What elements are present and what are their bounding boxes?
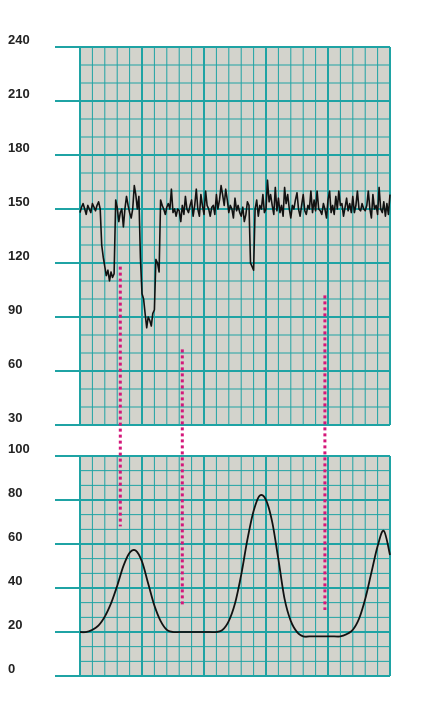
fhr-plot-area [80, 47, 390, 425]
fhr-gridlines [79, 47, 391, 425]
fhr-panel: 30 60 90 120 150 180 210 240 [8, 32, 391, 426]
correlation-markers [118, 266, 327, 610]
fhr-axis: 30 60 90 120 150 180 210 240 [8, 32, 390, 426]
y-tick-label: 20 [8, 617, 22, 632]
y-tick-label: 120 [8, 248, 30, 263]
y-tick-label: 80 [8, 485, 22, 500]
y-tick-label: 0 [8, 661, 15, 676]
y-tick-label: 150 [8, 194, 30, 209]
fhr-trace [79, 179, 391, 329]
y-tick-label: 60 [8, 356, 22, 371]
y-tick-label: 240 [8, 32, 30, 47]
y-tick-label: 30 [8, 410, 22, 425]
y-tick-label: 100 [8, 441, 30, 456]
y-tick-label: 40 [8, 573, 22, 588]
toco-plot-area [80, 456, 390, 676]
toco-panel: 0 20 40 60 80 100 [8, 441, 391, 677]
y-tick-label: 210 [8, 86, 30, 101]
y-tick-label: 90 [8, 302, 22, 317]
toco-axis: 0 20 40 60 80 100 [8, 441, 390, 677]
toco-trace [79, 494, 391, 638]
toco-gridlines [79, 456, 391, 676]
y-tick-label: 60 [8, 529, 22, 544]
y-tick-label: 180 [8, 140, 30, 155]
